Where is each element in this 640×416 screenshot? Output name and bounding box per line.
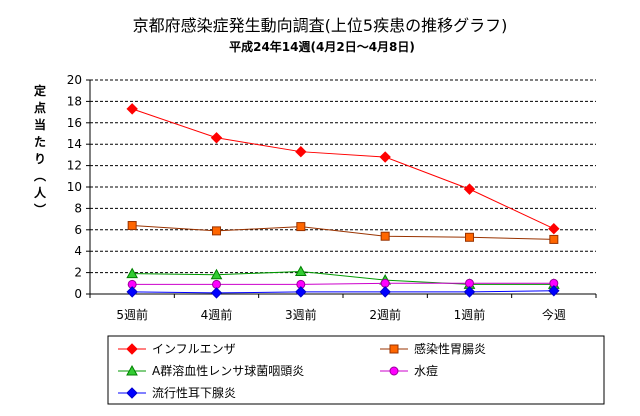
data-point: [127, 221, 137, 231]
data-point: [296, 222, 306, 232]
y-axis-label-char: 当: [34, 117, 46, 132]
y-axis-label-char: 人: [34, 185, 47, 200]
data-point: [126, 286, 138, 298]
y-tick-label: 2: [74, 266, 82, 280]
x-tick-label: 5週前: [116, 307, 148, 322]
legend-label: 水痘: [414, 363, 438, 378]
x-tick-label: 1週前: [454, 307, 486, 322]
series-line: [132, 108, 555, 230]
y-tick-label: 12: [67, 159, 82, 173]
legend-label: A群溶血性レンサ球菌咽頭炎: [152, 363, 304, 378]
y-tick-label: 20: [67, 73, 82, 87]
x-tick-label: 4週前: [201, 307, 233, 322]
series-水痘: [127, 278, 559, 289]
plot-area: 0 2 4 6 8 10 12 14 16 18 20 5週前 4週前 3週前 2週前 1週前 今週: [67, 73, 597, 322]
legend-label: 感染性胃腸炎: [414, 341, 486, 356]
data-point: [212, 226, 221, 236]
legend-box: [107, 335, 605, 405]
chart-title: 京都府感染症発生動向調査(上位5疾患の推移グラフ): [133, 16, 508, 35]
y-tick-label: 14: [67, 137, 82, 151]
data-point: [463, 286, 476, 298]
data-point: [295, 145, 307, 158]
data-point: [126, 387, 138, 399]
data-point: [379, 286, 391, 298]
legend-label: 流行性耳下腺炎: [152, 386, 236, 400]
y-tick-label: 4: [74, 244, 82, 258]
y-axis-label-char: 定: [34, 83, 46, 98]
y-axis-label-char: た: [34, 135, 46, 149]
data-point: [548, 285, 560, 297]
data-point: [210, 287, 223, 299]
data-point: [126, 103, 138, 115]
data-point: [549, 234, 559, 244]
legend-item: 感染性胃腸炎: [380, 341, 486, 356]
y-tick-label: 6: [74, 223, 82, 237]
data-point: [126, 364, 138, 376]
data-point: [379, 151, 391, 163]
legend-label: インフルエンザ: [152, 342, 236, 356]
y-tick-label: 18: [67, 94, 82, 108]
series-line: [132, 225, 554, 240]
data-point: [294, 265, 307, 277]
series-line: [132, 271, 554, 285]
series-line: [132, 282, 554, 285]
data-point: [126, 343, 138, 355]
data-point: [380, 231, 390, 241]
data-point: [548, 223, 560, 235]
y-axis-label-char: り: [34, 152, 46, 166]
data-point: [389, 344, 399, 354]
data-point: [465, 232, 474, 242]
legend-item: A群溶血性レンサ球菌咽頭炎: [118, 363, 304, 378]
y-axis-label-char: ︵: [33, 169, 47, 183]
series-line: [132, 290, 554, 294]
series-感染性胃腸炎: [127, 221, 559, 244]
legend-item: 流行性耳下腺炎: [118, 386, 236, 400]
data-point: [212, 279, 221, 289]
data-point: [380, 278, 390, 288]
data-point: [465, 278, 474, 288]
series-流行性耳下腺炎: [126, 285, 560, 299]
legend-item: インフルエンザ: [118, 342, 236, 356]
y-tick-label: 8: [74, 201, 82, 215]
data-point: [126, 267, 139, 279]
y-tick-label: 0: [74, 287, 82, 301]
data-point: [389, 366, 399, 376]
data-point: [210, 132, 223, 144]
y-axis-label-char: 点: [34, 100, 46, 115]
legend-item: 水痘: [380, 363, 438, 378]
x-tick-label: 3週前: [285, 307, 317, 322]
chart-subtitle: 平成24年14週(4月2日～4月8日): [229, 39, 415, 54]
series-インフルエンザ: [126, 103, 560, 235]
data-point: [210, 268, 223, 280]
x-tick-label: 2週前: [369, 307, 401, 322]
data-point: [295, 286, 307, 298]
data-point: [463, 183, 476, 195]
y-tick-label: 10: [67, 180, 82, 194]
series-A群溶血性レンサ球菌咽頭炎: [126, 265, 560, 289]
y-tick-label: 16: [67, 116, 82, 130]
y-axis-label-char: ︶: [33, 202, 47, 217]
x-tick-label: 今週: [542, 307, 566, 322]
